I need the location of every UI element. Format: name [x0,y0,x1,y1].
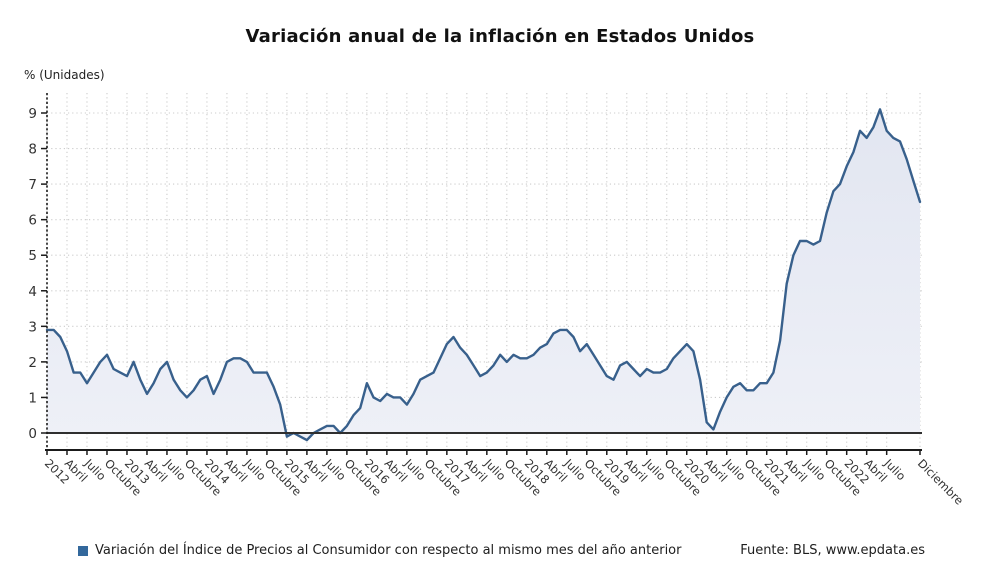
source-text: Fuente: BLS, www.epdata.es [740,543,925,558]
y-tick-label: 4 [28,284,37,300]
y-tick-label: 5 [28,248,37,264]
area-fill [47,109,920,441]
y-tick-label: 2 [28,355,37,371]
y-tick-label: 6 [28,213,37,229]
x-tick-label: Diciembre [915,456,966,507]
chart-footer: Variación del Índice de Precios al Consu… [0,541,1000,571]
legend: Variación del Índice de Precios al Consu… [78,543,682,558]
y-axis-unit-label: % (Unidades) [24,68,105,82]
legend-label: Variación del Índice de Precios al Consu… [95,543,682,558]
chart-title: Variación anual de la inflación en Estad… [245,26,755,47]
legend-marker [78,545,88,556]
y-tick-label: 0 [28,426,37,442]
y-tick-label: 1 [28,390,37,406]
y-tick-label: 8 [28,142,37,158]
y-tick-label: 7 [28,177,37,193]
y-tick-label: 9 [28,106,37,122]
series-line [45,108,922,442]
y-tick-label: 3 [28,319,37,335]
